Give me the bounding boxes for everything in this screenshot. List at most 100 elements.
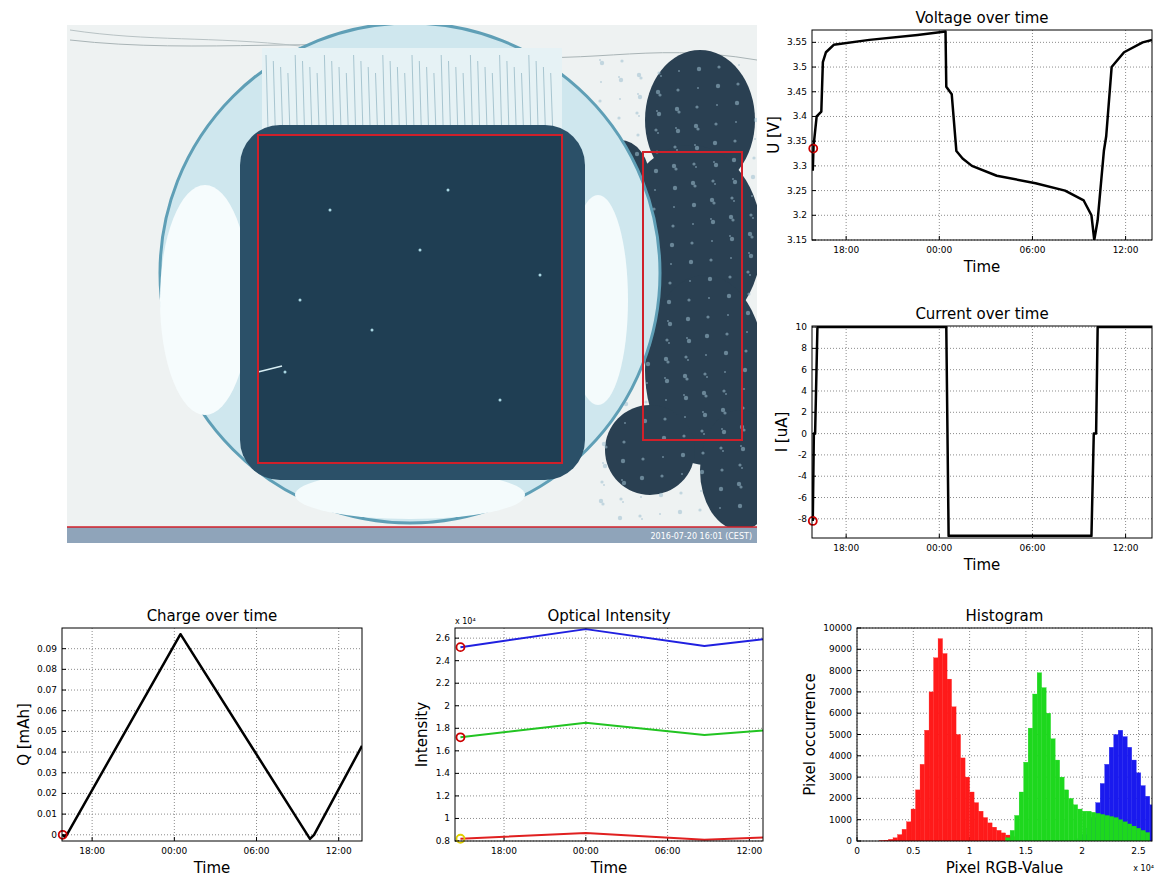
speckle — [714, 122, 717, 125]
speckle — [619, 78, 623, 82]
speckle — [600, 61, 604, 65]
tick-label: 0 — [801, 429, 807, 439]
speckle — [679, 491, 682, 494]
histogram-bar — [929, 692, 934, 841]
tick-label: 3.3 — [793, 161, 807, 171]
speckle — [692, 162, 695, 165]
speckle — [622, 481, 626, 485]
speckle — [693, 184, 696, 187]
speckle — [684, 396, 688, 400]
speckle — [646, 382, 648, 384]
speckle — [738, 463, 741, 466]
tick-mark — [812, 67, 816, 68]
histogram-bar — [902, 829, 907, 841]
dust — [299, 299, 302, 302]
histogram-bar — [1001, 833, 1006, 841]
tick-label: 0 — [846, 836, 852, 846]
streak — [485, 67, 487, 130]
speckle — [711, 179, 714, 182]
tick-label: 10000 — [823, 623, 852, 633]
tick-mark — [1125, 236, 1126, 240]
tick-label: -2 — [798, 450, 807, 460]
tick-label: 9000 — [829, 644, 852, 654]
streak — [427, 67, 429, 130]
speckle — [598, 99, 601, 102]
speckle — [673, 186, 677, 190]
axis-title: I [uA] — [773, 412, 791, 453]
speckle — [654, 128, 657, 131]
streak — [354, 55, 356, 130]
marker-layer — [809, 145, 817, 153]
data-layer — [813, 327, 1152, 536]
dust — [371, 329, 374, 332]
speckle — [676, 149, 678, 151]
tick-mark — [62, 648, 66, 649]
speckle — [621, 479, 623, 481]
speckle — [657, 132, 659, 134]
grid-line — [857, 649, 1152, 650]
speckle — [663, 417, 666, 420]
speckle — [641, 518, 643, 520]
deposit — [605, 405, 695, 495]
tick-mark — [455, 728, 459, 729]
grid-line — [455, 728, 763, 729]
speckle — [687, 298, 690, 301]
speckle — [744, 349, 747, 352]
dust — [539, 274, 542, 277]
histogram-bar — [1078, 809, 1083, 841]
tick-label: 1.4 — [436, 768, 451, 778]
speckle — [730, 237, 734, 241]
speckle — [722, 450, 724, 452]
speckle — [665, 379, 669, 383]
tick-label: 2 — [1079, 846, 1085, 856]
histogram-bar — [898, 835, 903, 841]
histogram-bar — [1096, 813, 1101, 841]
speckle — [706, 315, 709, 318]
speckle — [716, 104, 718, 106]
histogram-bar — [1051, 739, 1056, 841]
tick-mark — [812, 91, 816, 92]
tick-label: 0.05 — [37, 726, 57, 736]
speckle — [724, 351, 728, 355]
grid-line — [812, 518, 1152, 519]
streak — [543, 67, 545, 130]
tick-label: 0 — [854, 846, 860, 856]
status-strip — [67, 527, 757, 543]
grid-line — [857, 670, 1152, 671]
axis-title: U [V] — [765, 116, 783, 154]
histogram-bar — [1064, 790, 1069, 841]
speckle — [673, 206, 675, 208]
chart-title: Current over time — [915, 305, 1048, 323]
speckle — [638, 514, 641, 517]
histogram-bar — [1046, 713, 1051, 841]
tick-label: 0 — [51, 830, 57, 840]
grid-line — [455, 705, 763, 706]
grid-line — [62, 710, 362, 711]
axis-exponent: x 10⁴ — [1133, 864, 1154, 873]
page: 2016-07-20 16:01 (CEST)18:0000:0006:0012… — [0, 0, 1161, 888]
speckle — [741, 467, 743, 469]
histogram-bar — [1037, 673, 1042, 841]
speckle — [681, 453, 685, 457]
streak — [324, 55, 326, 130]
speckle — [664, 377, 666, 379]
speckle — [601, 502, 604, 505]
tick-mark — [812, 348, 816, 349]
speckle — [702, 411, 704, 413]
tick-label: 2000 — [829, 793, 852, 803]
tick-mark — [455, 705, 459, 706]
tick-mark — [62, 710, 66, 711]
speckle — [705, 354, 707, 356]
speckle — [689, 260, 693, 264]
streak — [470, 55, 472, 130]
histogram-bar — [1082, 811, 1087, 841]
histogram-bar — [938, 639, 943, 841]
grid-line — [812, 215, 1152, 216]
tick-mark — [62, 752, 66, 753]
speckle — [639, 76, 642, 79]
grid-line — [62, 814, 362, 815]
speckle — [646, 362, 650, 366]
speckle — [746, 270, 749, 273]
histogram-bar — [965, 777, 970, 841]
grid-line — [504, 628, 505, 841]
